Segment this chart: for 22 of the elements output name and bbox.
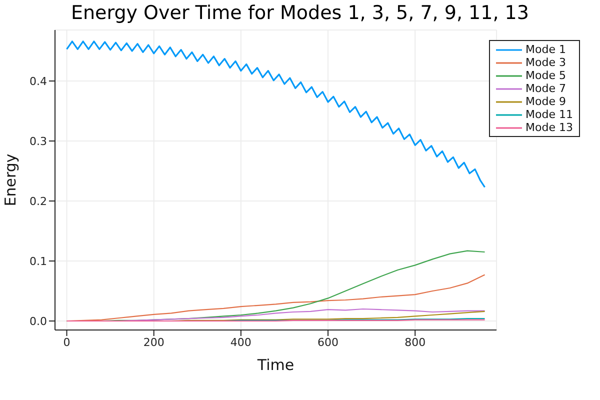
y-axis-title: Energy [1, 154, 20, 206]
y-tick-label: 0.4 [30, 74, 47, 88]
y-tick-label: 0.1 [30, 254, 47, 268]
legend-label: Mode 1 [526, 43, 566, 56]
x-axis-title: Time [256, 356, 294, 374]
line-series [66, 40, 486, 188]
x-tick-label: 0 [63, 336, 70, 349]
chart-title: Energy Over Time for Modes 1, 3, 5, 7, 9, 11, 13 [70, 2, 530, 24]
legend-label: Mode 11 [526, 108, 573, 121]
x-tick-label: 600 [318, 336, 339, 349]
legend-label: Mode 9 [526, 95, 566, 108]
legend-label: Mode 7 [526, 82, 566, 95]
y-tick-label: 0.2 [30, 194, 47, 208]
y-tick-label: 0.3 [30, 134, 47, 148]
x-tick-label: 800 [404, 336, 426, 349]
line-series [66, 274, 486, 322]
legend-label: Mode 3 [526, 56, 566, 69]
x-tick-label: 200 [143, 336, 164, 349]
legend-label: Mode 13 [526, 121, 573, 134]
legend-label: Mode 5 [526, 69, 566, 82]
y-tick-label: 0.0 [30, 314, 47, 328]
x-tick-label: 400 [230, 336, 252, 349]
